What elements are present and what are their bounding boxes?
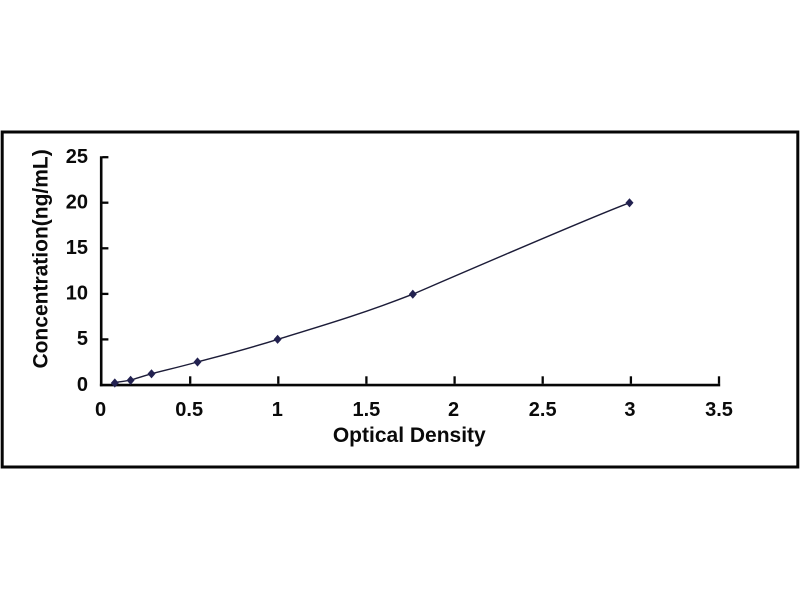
svg-text:3.5: 3.5 bbox=[705, 399, 733, 421]
svg-text:25: 25 bbox=[66, 146, 88, 168]
svg-text:0.5: 0.5 bbox=[175, 399, 203, 421]
svg-text:0: 0 bbox=[77, 374, 88, 396]
svg-text:10: 10 bbox=[66, 283, 88, 305]
svg-text:20: 20 bbox=[66, 192, 88, 214]
svg-text:Concentration(ng/mL): Concentration(ng/mL) bbox=[30, 149, 53, 368]
svg-text:3: 3 bbox=[624, 399, 635, 421]
svg-text:1: 1 bbox=[272, 399, 283, 421]
svg-text:0: 0 bbox=[95, 399, 106, 421]
svg-text:1.5: 1.5 bbox=[352, 399, 380, 421]
svg-text:2.5: 2.5 bbox=[529, 399, 557, 421]
svg-text:Optical Density: Optical Density bbox=[333, 424, 486, 447]
svg-text:5: 5 bbox=[77, 328, 88, 350]
svg-text:15: 15 bbox=[66, 237, 88, 259]
svg-text:2: 2 bbox=[448, 399, 459, 421]
